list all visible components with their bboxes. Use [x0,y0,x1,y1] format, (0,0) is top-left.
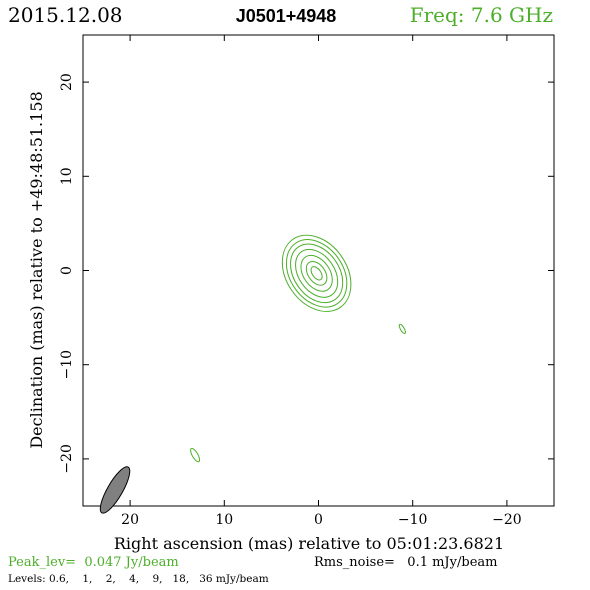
contour-blob-east-0 [190,447,201,463]
axis-tick-labels: 20 10 0 −10 −20 20 10 0 −10 −20 [59,73,522,528]
beam-ellipse [99,466,131,514]
peak-level: Peak_lev= 0.047 Jy/beam [8,555,179,570]
contour-core-6 [310,266,323,281]
x-axis-label: Right ascension (mas) relative to 05:01:… [114,534,504,553]
x-tick-label: 20 [121,512,139,528]
plot-frame [82,34,555,507]
y-axis-label: Declination (mas) relative to +49:48:51.… [27,91,46,448]
contour-lines [190,234,406,463]
contour-core-4 [300,254,333,292]
observation-date: 2015.12.08 [8,3,123,27]
rms-noise: Rms_noise= 0.1 mJy/beam [314,555,497,570]
y-tick-label: 20 [59,73,75,91]
axis-ticks [83,35,554,506]
y-tick-label: −20 [59,444,75,474]
x-tick-label: 0 [314,512,323,528]
y-tick-label: −10 [59,350,75,380]
contour-blob-west-0 [398,323,406,334]
beam-layer [99,466,131,514]
x-tick-label: −20 [492,512,522,528]
contour-core-1 [285,239,348,308]
source-name: J0501+4948 [236,6,337,26]
x-tick-label: 10 [215,512,233,528]
frequency-label: Freq: 7.6 GHz [410,3,553,27]
contour-levels: Levels: 0.6, 1, 2, 4, 9, 18, 36 mJy/beam [8,573,269,585]
y-tick-label: 0 [59,266,75,275]
contour-core-5 [305,260,328,286]
contour-core-3 [295,248,339,298]
y-tick-label: 10 [59,167,75,185]
contour-core-2 [290,243,344,304]
contour-core-0 [281,234,352,312]
x-tick-label: −10 [398,512,428,528]
